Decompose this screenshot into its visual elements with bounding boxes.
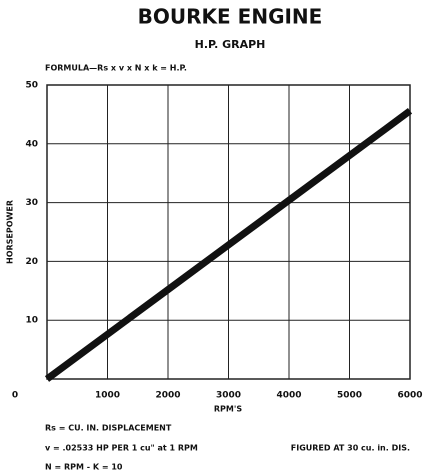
- note: Rs = CU. IN. DISPLACEMENT: [45, 424, 172, 433]
- x-tick-label: 3000: [216, 391, 241, 401]
- x-tick-label: 1000: [95, 391, 120, 401]
- y-tick-label: 30: [25, 198, 38, 208]
- x-tick-label: 4000: [276, 391, 301, 401]
- y-tick-label: 20: [25, 257, 38, 267]
- y-tick-label: 10: [25, 316, 38, 326]
- x-axis-label: RPM'S: [214, 405, 242, 414]
- y-tick-label: 50: [25, 81, 38, 91]
- data-line: [44, 108, 413, 382]
- x-tick-label: 5000: [337, 391, 362, 401]
- x-tick-label: 2000: [155, 391, 180, 401]
- side-note: FIGURED AT 30 cu. in. DIS.: [291, 444, 410, 453]
- note: v = .02533 HP PER 1 cu" at 1 RPM: [45, 444, 198, 453]
- y-axis-label: HORSEPOWER: [6, 200, 15, 264]
- y-tick-label: 40: [25, 139, 38, 149]
- x-tick-label: 0: [12, 391, 18, 401]
- note: N = RPM - K = 10: [45, 463, 123, 472]
- chart-title: BOURKE ENGINE: [138, 5, 323, 29]
- x-tick-label: 6000: [397, 391, 422, 401]
- formula: FORMULA—Rs x v x N x k = H.P.: [45, 64, 187, 73]
- chart-subtitle: H.P. GRAPH: [195, 38, 266, 51]
